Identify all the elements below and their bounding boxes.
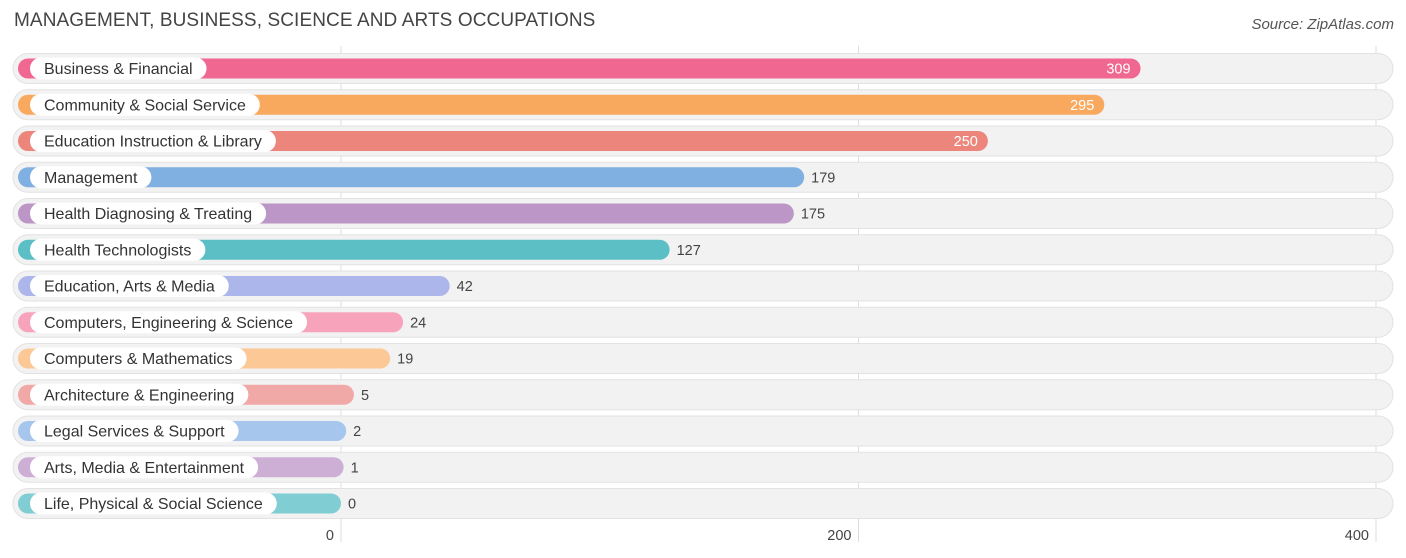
bar-row: Computers, Engineering & Science 24 xyxy=(12,306,1394,338)
label-pill xyxy=(30,456,259,479)
bar-row: Arts, Media & Entertainment 1 xyxy=(12,451,1394,483)
x-tick-label: 0 xyxy=(326,528,334,544)
value-label: 179 xyxy=(811,170,835,186)
chart-title: MANAGEMENT, BUSINESS, SCIENCE AND ARTS O… xyxy=(14,10,596,31)
bar xyxy=(18,58,1141,79)
category-label: Architecture & Engineering xyxy=(44,387,234,404)
label-pill xyxy=(30,275,229,297)
label-pill xyxy=(30,238,206,261)
value-label: 250 xyxy=(954,134,978,150)
x-tick-label: 400 xyxy=(1345,528,1369,544)
category-label: Business & Financial xyxy=(44,61,193,78)
value-label: 175 xyxy=(801,207,825,223)
category-label: Computers, Engineering & Science xyxy=(44,315,293,332)
chart-source: Source: ZipAtlas.com xyxy=(1251,16,1394,33)
bar-row: Architecture & Engineering 5 xyxy=(12,379,1394,411)
value-label: 127 xyxy=(677,243,701,259)
category-label: Community & Social Service xyxy=(44,97,246,114)
label-pill xyxy=(30,57,207,80)
category-label: Arts, Media & Entertainment xyxy=(44,460,245,477)
bar-rows: Business & Financial 309 Community & Socia… xyxy=(12,53,1394,519)
bar-row: Community & Social Service 295 xyxy=(12,89,1394,121)
category-label: Education Instruction & Library xyxy=(44,134,262,151)
bar xyxy=(18,94,1105,115)
value-label: 309 xyxy=(1106,62,1130,78)
bar-row: Life, Physical & Social Science 0 xyxy=(12,488,1394,519)
bar-row: Computers & Mathematics 19 xyxy=(12,343,1394,374)
label-pill xyxy=(30,383,249,406)
value-label: 19 xyxy=(397,352,413,368)
bar-track xyxy=(12,451,1394,483)
label-pill xyxy=(30,166,152,189)
bar-track xyxy=(12,488,1394,519)
value-label: 1 xyxy=(351,460,359,476)
category-label: Management xyxy=(44,170,138,187)
category-label: Life, Physical & Social Science xyxy=(44,496,263,513)
label-pill xyxy=(30,347,247,370)
value-label: 2 xyxy=(353,424,361,440)
category-label: Legal Services & Support xyxy=(44,424,225,441)
bar-row: Business & Financial 309 xyxy=(12,53,1394,84)
label-pill xyxy=(30,202,267,225)
label-pill xyxy=(30,311,308,334)
x-tick-label: 200 xyxy=(827,528,851,544)
category-label: Computers & Mathematics xyxy=(44,351,233,368)
bar-track xyxy=(12,415,1394,447)
value-label: 0 xyxy=(348,497,356,513)
label-pill xyxy=(30,130,276,152)
bar-row: Health Diagnosing & Treating 175 xyxy=(12,198,1394,229)
bar-track xyxy=(12,379,1394,411)
bar-row: Education, Arts & Media 42 xyxy=(12,270,1394,302)
label-pill xyxy=(30,420,239,442)
bar-row: Legal Services & Support 2 xyxy=(12,415,1394,447)
value-label: 42 xyxy=(457,279,473,295)
bar xyxy=(18,167,805,188)
category-label: Health Diagnosing & Treating xyxy=(44,206,252,223)
value-label: 295 xyxy=(1070,98,1094,114)
category-label: Health Technologists xyxy=(44,242,191,259)
bar-row: Health Technologists 127 xyxy=(12,234,1394,266)
category-label: Education, Arts & Media xyxy=(44,279,215,296)
bar-row: Education Instruction & Library 250 xyxy=(12,125,1394,157)
bar-row: Management 179 xyxy=(12,161,1394,193)
x-axis-ticks: 0 200 400 xyxy=(326,528,1369,544)
label-pill xyxy=(30,492,277,515)
label-pill xyxy=(30,93,260,116)
value-label: 24 xyxy=(410,315,426,331)
value-label: 5 xyxy=(361,388,369,404)
